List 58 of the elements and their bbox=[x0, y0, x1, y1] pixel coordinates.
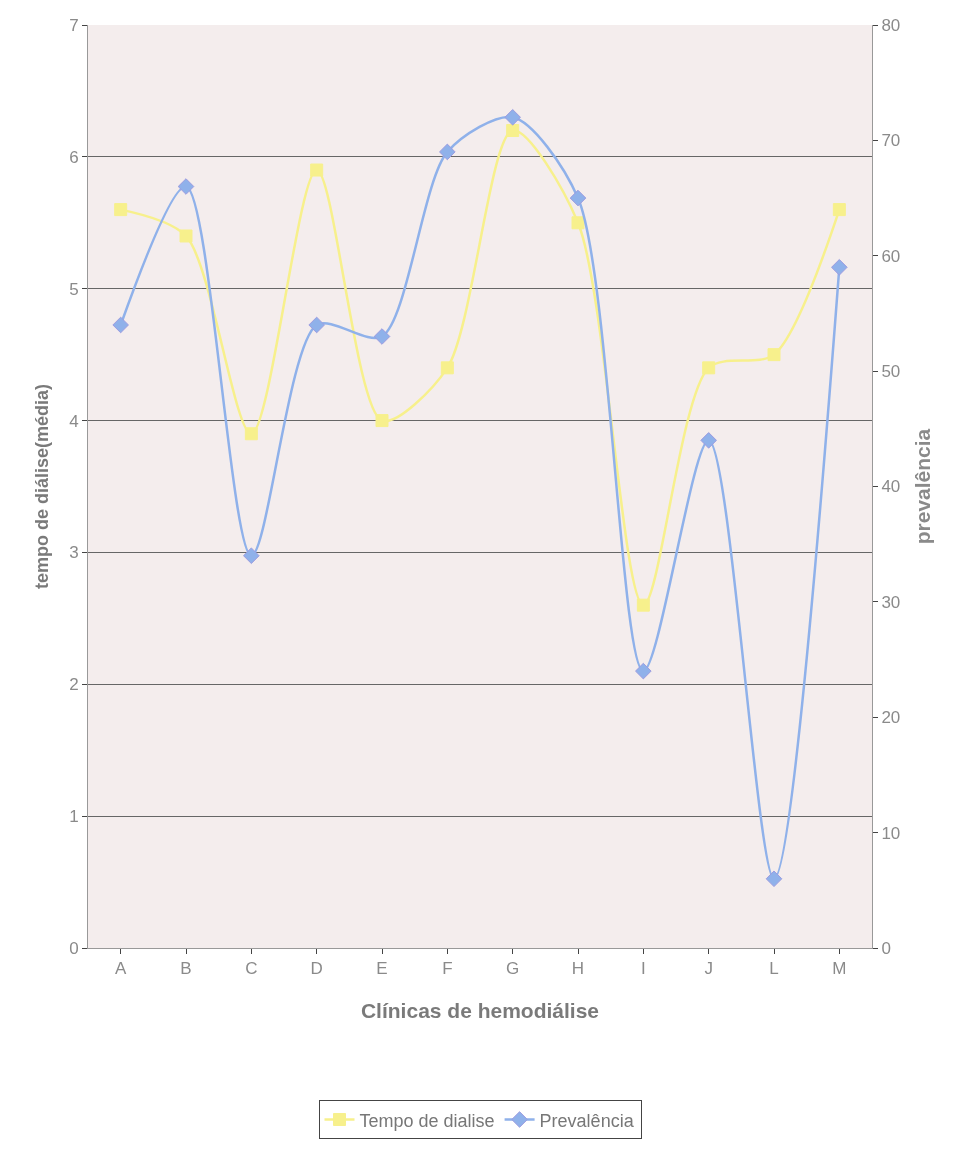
y2-tick-label: 60 bbox=[881, 246, 901, 266]
point bbox=[310, 163, 324, 177]
x-tick-label: J bbox=[704, 959, 713, 979]
x-tick-label: D bbox=[310, 959, 323, 979]
y2-tick-label: 40 bbox=[881, 477, 901, 497]
point bbox=[506, 123, 520, 137]
point bbox=[702, 361, 716, 375]
x-tick-label: G bbox=[506, 959, 520, 979]
point bbox=[373, 328, 391, 345]
y-tick-label: 3 bbox=[69, 543, 79, 563]
y2-tick-label: 80 bbox=[881, 15, 901, 35]
point bbox=[439, 143, 456, 161]
point bbox=[700, 432, 717, 449]
x-tick-label: C bbox=[245, 959, 258, 979]
point bbox=[831, 258, 848, 276]
point bbox=[177, 178, 195, 195]
y2-tick-label: 70 bbox=[881, 131, 901, 151]
x-tick-label: B bbox=[180, 959, 192, 979]
point bbox=[114, 203, 128, 217]
point bbox=[243, 547, 260, 565]
point bbox=[112, 316, 129, 334]
x-tick-label: H bbox=[571, 959, 585, 979]
x-tick-label: I bbox=[640, 959, 646, 979]
point bbox=[244, 427, 258, 441]
point bbox=[308, 316, 325, 334]
y-tick-label: 2 bbox=[69, 675, 79, 695]
y2-tick-label: 0 bbox=[881, 938, 891, 958]
x-axis-title: Clínicas de hemodiálise bbox=[360, 998, 600, 1022]
point bbox=[440, 361, 454, 375]
x-tick-label: M bbox=[832, 959, 847, 979]
point bbox=[765, 870, 783, 888]
y-tick-label: 1 bbox=[69, 807, 79, 827]
y-tick-label: 4 bbox=[69, 411, 79, 431]
point bbox=[375, 414, 389, 428]
x-tick-label: L bbox=[769, 959, 779, 979]
point bbox=[569, 189, 587, 207]
point bbox=[832, 203, 846, 217]
point bbox=[179, 229, 193, 243]
y-axis-title: tempo de diálise(média) bbox=[32, 383, 53, 590]
y2-tick-label: 10 bbox=[881, 823, 901, 843]
y2-tick-label: 20 bbox=[881, 708, 901, 728]
point bbox=[571, 216, 585, 230]
y-tick-label: 0 bbox=[69, 938, 79, 958]
point bbox=[767, 348, 781, 362]
x-tick-label: A bbox=[115, 959, 127, 979]
x-tick-label: E bbox=[376, 959, 388, 979]
point bbox=[636, 598, 650, 612]
y-tick-label: 7 bbox=[69, 15, 79, 35]
y2-tick-label: 50 bbox=[881, 362, 901, 382]
y2-axis-title: prevalência bbox=[910, 428, 934, 545]
x-tick-label: F bbox=[442, 959, 453, 979]
y2-tick-label: 30 bbox=[881, 592, 901, 612]
y-tick-label: 5 bbox=[69, 279, 79, 299]
point bbox=[504, 109, 521, 126]
y-tick-label: 6 bbox=[69, 147, 79, 167]
legend-label: Tempo de dialise bbox=[359, 1110, 495, 1131]
legend-label: Prevalência bbox=[539, 1110, 635, 1131]
point bbox=[635, 662, 652, 680]
